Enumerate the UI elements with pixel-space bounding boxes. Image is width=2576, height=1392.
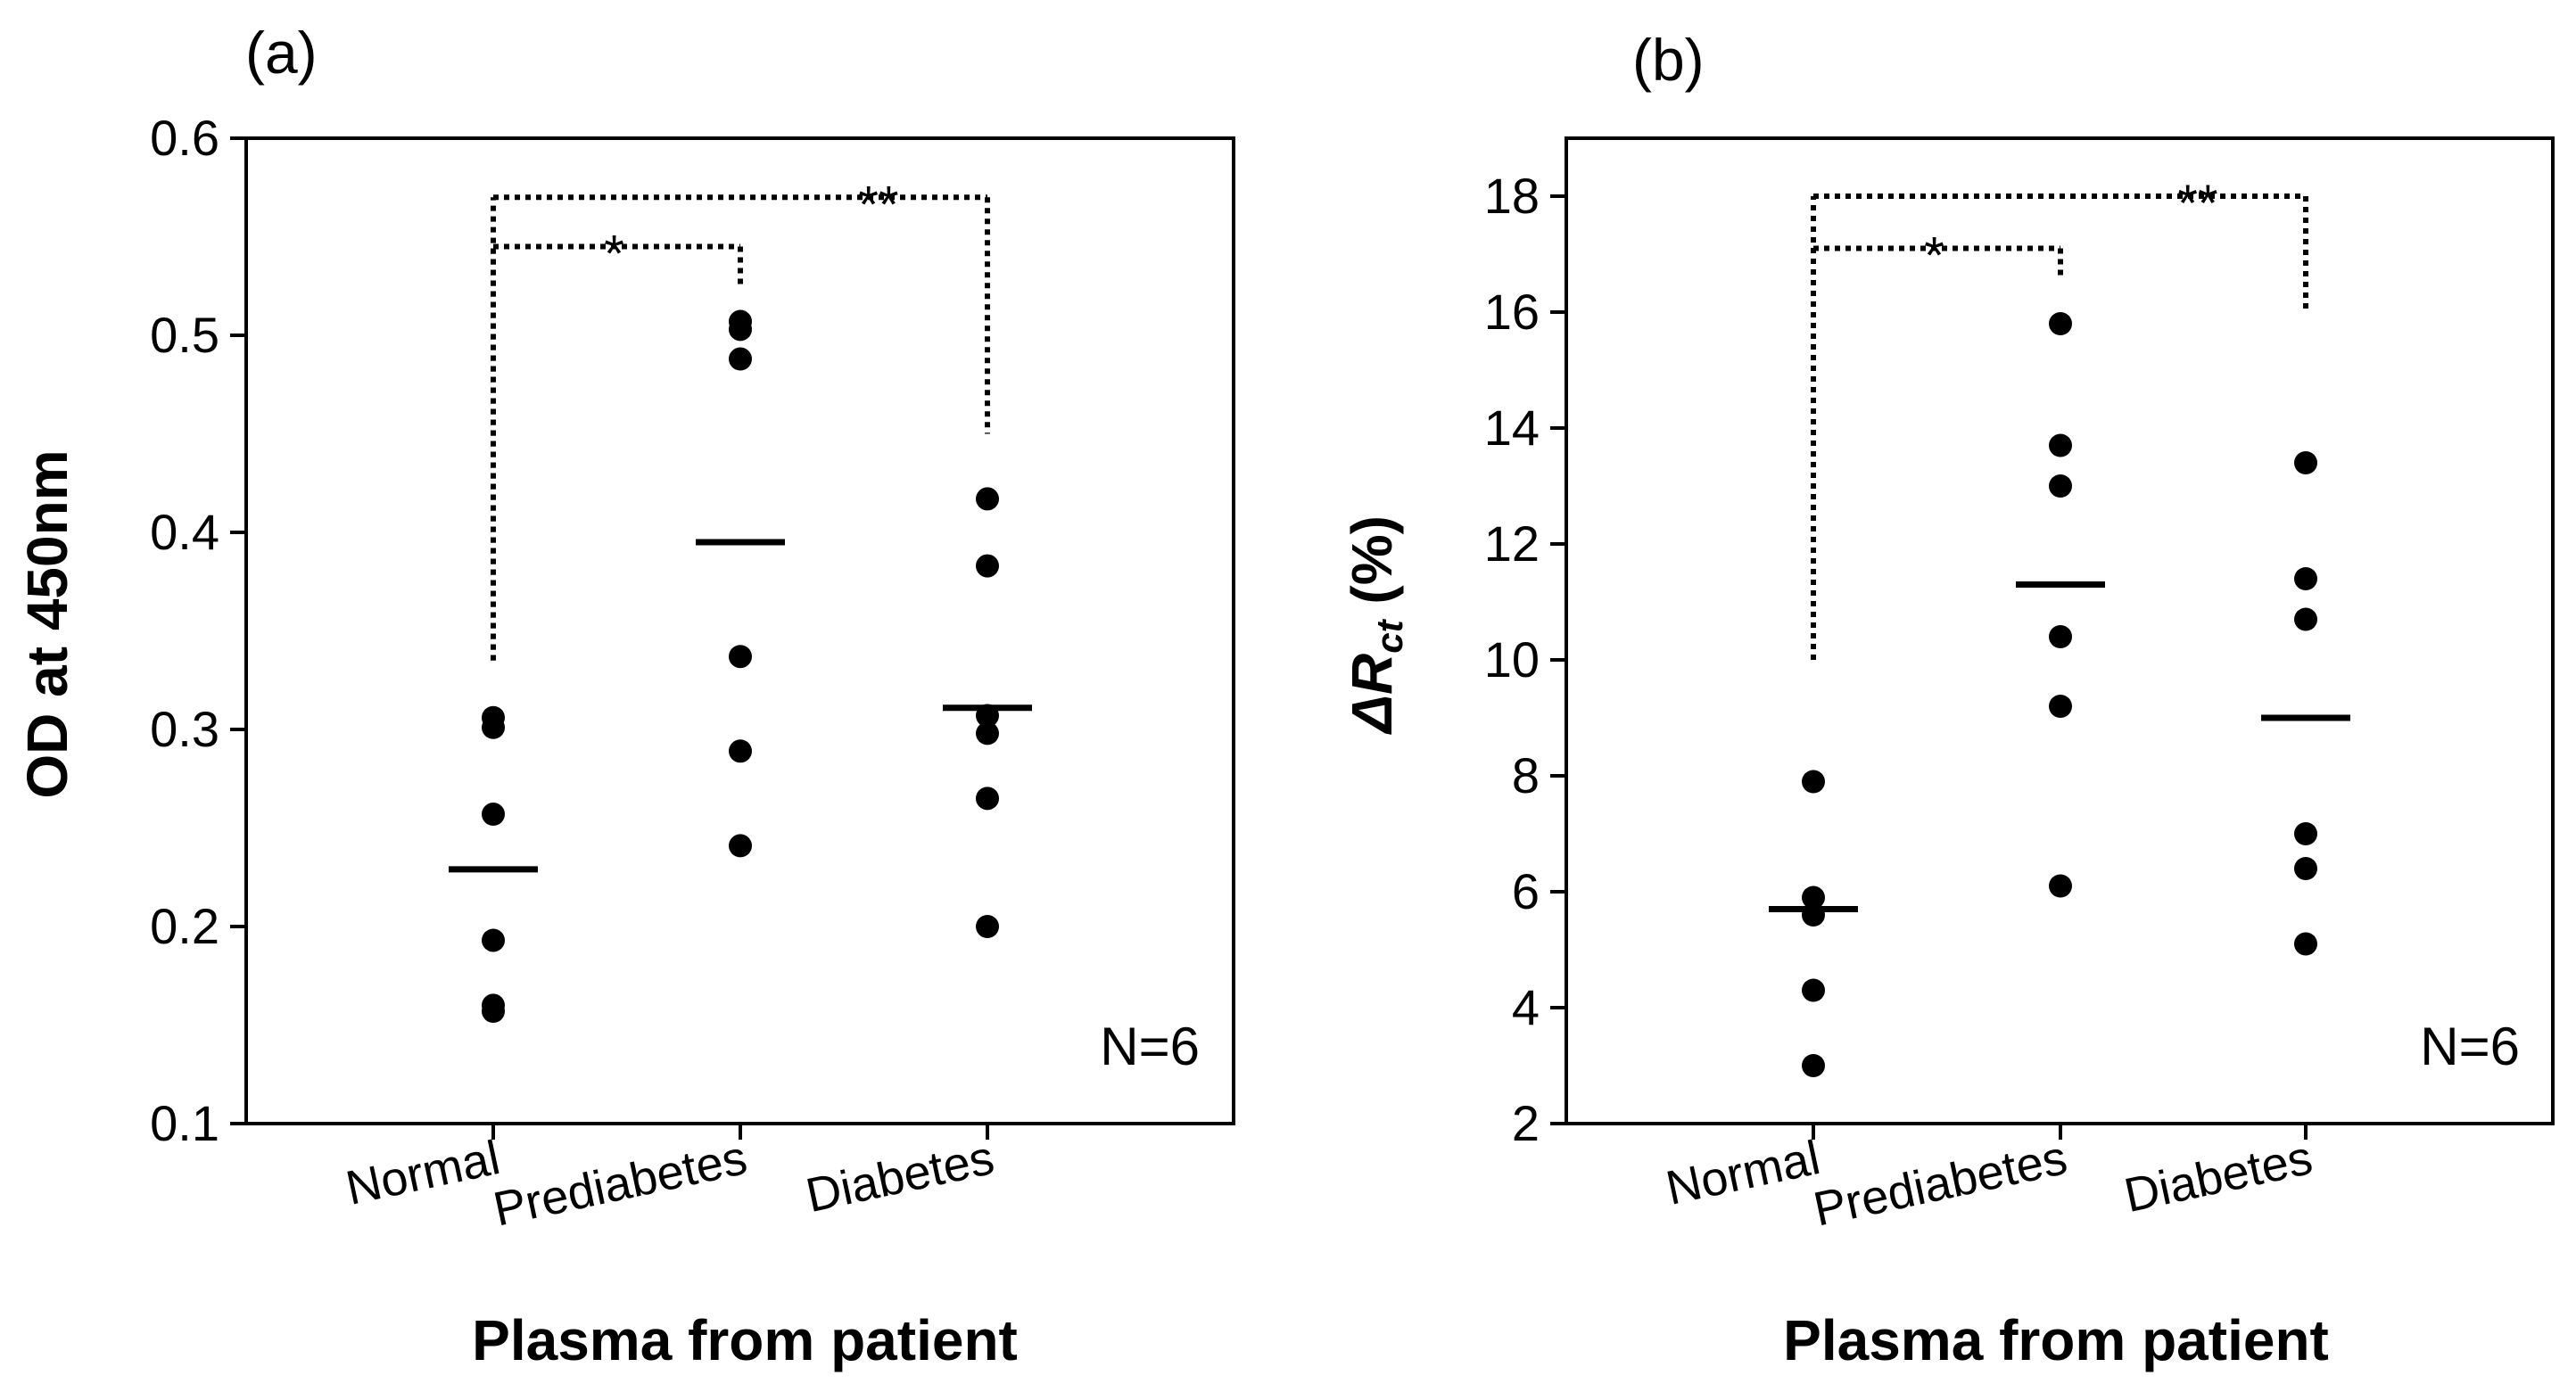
data-point — [729, 834, 752, 858]
y-axis-title-b: ΔRct (%) — [1340, 515, 1410, 735]
data-point — [729, 739, 752, 763]
data-point — [482, 715, 505, 739]
y-tick-label: 0.5 — [150, 307, 219, 363]
y-tick-label: 0.1 — [150, 1095, 219, 1151]
panel-a: (a) 0.1 0.2 0.3 0.4 0.5 0.6 NormalPrediabetes… — [15, 20, 1235, 1372]
data-point — [2049, 625, 2072, 648]
x-tick-label: Prediabetes — [489, 1131, 751, 1237]
data-point — [1802, 978, 1825, 1002]
y-tick-label: 12 — [1484, 515, 1540, 572]
y-tick-label: 18 — [1484, 168, 1540, 224]
y-tick-label: 0.6 — [150, 110, 219, 166]
data-point — [976, 487, 999, 511]
data-point — [976, 787, 999, 811]
significance-label: ** — [2177, 175, 2217, 233]
y-tick-label: 0.2 — [150, 898, 219, 954]
data-points-b — [1769, 312, 2350, 1077]
x-tick-label: Prediabetes — [1809, 1131, 2071, 1237]
y-tick-label: 14 — [1484, 399, 1540, 456]
data-point — [1802, 1054, 1825, 1077]
data-point — [482, 928, 505, 952]
panel-a-label: (a) — [245, 20, 318, 86]
data-point — [2294, 822, 2317, 845]
data-point — [729, 347, 752, 371]
data-point — [976, 915, 999, 938]
y-axis-b: 2 4 6 8 10 12 14 16 18 — [1484, 168, 1566, 1151]
data-point — [2049, 874, 2072, 898]
data-points-a — [449, 309, 1032, 1024]
data-point — [1802, 885, 1825, 910]
y-axis-a: 0.1 0.2 0.3 0.4 0.5 0.6 — [150, 110, 246, 1151]
sample-size-note-a: N=6 — [1100, 1017, 1200, 1076]
x-axis-title-a: Plasma from patient — [472, 1308, 1018, 1372]
data-point — [2294, 857, 2317, 880]
y-tick-label: 6 — [1512, 863, 1540, 919]
data-point — [2294, 451, 2317, 474]
y-tick-label: 8 — [1512, 747, 1540, 803]
y-tick-label: 16 — [1484, 284, 1540, 340]
y-tick-label: 4 — [1512, 979, 1540, 1035]
data-point — [2049, 474, 2072, 498]
significance-label: * — [1924, 227, 1944, 285]
data-point — [729, 317, 752, 342]
data-point — [2049, 312, 2072, 335]
data-point — [976, 554, 999, 578]
significance-brackets-a: *** — [491, 176, 990, 661]
panel-b-label: (b) — [1632, 27, 1705, 93]
y-tick-label: 10 — [1484, 631, 1540, 688]
y-tick-label: 2 — [1512, 1095, 1540, 1151]
y-tick-label: 0.4 — [150, 504, 219, 560]
y-axis-title-a: OD at 450nm — [15, 449, 79, 798]
y-tick-label: 0.3 — [150, 701, 219, 757]
y-axis-title-b-main: ΔR — [1340, 654, 1404, 735]
significance-label: * — [604, 226, 624, 284]
data-point — [2294, 607, 2317, 631]
data-point — [2294, 932, 2317, 956]
x-tick-label: Diabetes — [802, 1131, 999, 1223]
y-axis-title-b-suffix: (%) — [1340, 515, 1404, 620]
data-point — [2049, 695, 2072, 718]
data-point — [2049, 433, 2072, 457]
x-tick-label: Normal — [1662, 1131, 1825, 1215]
data-point — [1802, 770, 1825, 794]
x-tick-label: Normal — [342, 1131, 505, 1215]
significance-brackets-b: *** — [1811, 175, 2308, 660]
data-point — [2294, 567, 2317, 590]
y-axis-title-b-sub: ct — [1368, 618, 1410, 653]
data-point — [482, 803, 505, 827]
x-axis-title-b: Plasma from patient — [1783, 1308, 2329, 1372]
significance-label: ** — [858, 176, 898, 234]
data-point — [729, 645, 752, 669]
plot-frame-a — [244, 136, 1235, 1125]
data-point — [482, 1000, 505, 1024]
data-point — [976, 721, 999, 745]
sample-size-note-b: N=6 — [2420, 1017, 2520, 1076]
x-tick-label: Diabetes — [2120, 1131, 2317, 1223]
